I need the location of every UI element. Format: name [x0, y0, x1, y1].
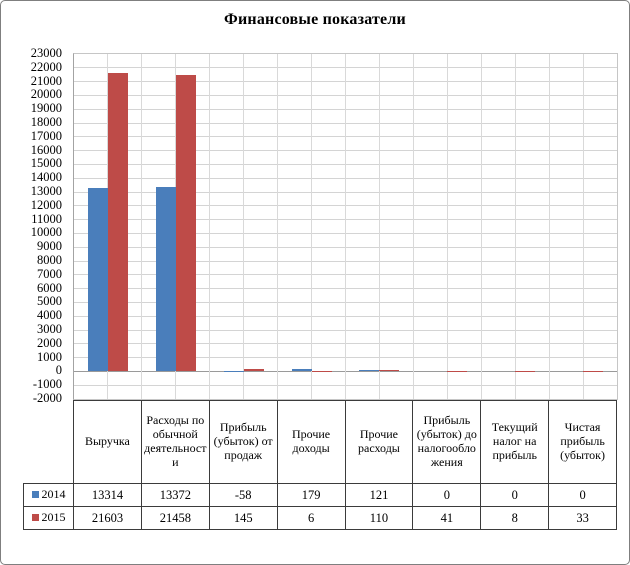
- y-axis-tick-label: 2000: [37, 335, 62, 350]
- category-header-cell: Прибыль (убыток) от продаж: [208, 400, 278, 484]
- vertical-gridline: [311, 54, 313, 399]
- vertical-gridline: [446, 54, 448, 399]
- value-cell: 21458: [140, 506, 210, 530]
- bar-2015-cat7: [515, 371, 536, 372]
- value-cell: 41: [412, 506, 482, 530]
- value-cell: 33: [548, 506, 617, 530]
- category-header-cell: Прочие расходы: [344, 400, 414, 484]
- bar-2015-cat8: [583, 370, 604, 372]
- category-header-cell: Прочие доходы: [276, 400, 346, 484]
- value-cell: 179: [276, 483, 346, 507]
- bar-2014-cat1: [87, 187, 108, 372]
- y-axis-tick-label: 17000: [30, 128, 62, 143]
- bar-2015-cat4: [311, 371, 332, 372]
- category-header-cell: Прибыль (убыток) до налогообложения: [412, 400, 482, 484]
- vertical-gridline: [141, 54, 143, 399]
- y-axis-tick-label: 23000: [30, 46, 62, 60]
- vertical-gridline: [378, 54, 380, 399]
- vertical-gridline: [548, 54, 550, 399]
- y-axis-tick-label: 18000: [30, 115, 62, 129]
- y-axis-tick-label: 21000: [30, 73, 62, 88]
- vertical-gridline: [243, 54, 245, 399]
- y-axis-tick-label: 10000: [30, 225, 62, 240]
- value-cell: 8: [480, 506, 550, 530]
- vertical-gridline: [582, 54, 584, 399]
- y-axis-tick-label: 14000: [30, 170, 62, 185]
- y-axis-tick-label: -2000: [32, 391, 62, 405]
- y-axis-tick-label: 8000: [37, 253, 62, 267]
- bar-2014-cat4: [291, 368, 312, 372]
- value-cell: 110: [344, 506, 414, 530]
- bar-2015-cat5: [379, 369, 400, 372]
- vertical-gridline: [514, 54, 516, 399]
- y-axis-tick-label: 7000: [37, 266, 62, 281]
- bar-2014-cat2: [155, 186, 176, 372]
- legend-swatch-icon: [31, 491, 39, 499]
- legend-cell-2015: 2015: [23, 506, 74, 530]
- y-axis-tick-label: 4000: [37, 308, 62, 323]
- bar-2014-cat3: [223, 371, 244, 373]
- y-axis-tick-label: 1000: [37, 349, 62, 364]
- bar-2015-cat2: [175, 75, 196, 372]
- y-axis-tick-label: 16000: [30, 142, 62, 157]
- vertical-gridline: [412, 54, 414, 399]
- vertical-gridline: [345, 54, 346, 399]
- y-axis-tick-label: 5000: [37, 294, 62, 309]
- category-header-cell: Текущий налог на прибыль: [480, 400, 550, 484]
- y-axis-tick-label: 9000: [37, 239, 62, 254]
- vertical-gridline: [277, 54, 279, 399]
- y-axis-tick-label: 0: [55, 363, 62, 378]
- table-row-2014: 2014 13314 13372 -58 179 121 0 0 0: [23, 483, 617, 507]
- chart-title: Финансовые показатели: [224, 11, 406, 28]
- y-axis-tick-label: 12000: [30, 197, 62, 212]
- y-axis-tick-label: 19000: [30, 101, 62, 116]
- series-name: 2015: [41, 510, 66, 525]
- table-corner-cell: [24, 401, 74, 484]
- value-cell: 0: [548, 483, 617, 507]
- legend-cell-2014: 2014: [23, 483, 74, 507]
- bar-2015-cat3: [243, 369, 264, 372]
- y-axis-tick-label: 3000: [37, 322, 62, 336]
- vertical-gridline: [209, 54, 211, 399]
- value-cell: 13314: [73, 483, 142, 507]
- category-header-cell: Выручка: [73, 400, 142, 484]
- vertical-gridline: [480, 54, 482, 399]
- bar-2014-cat5: [359, 369, 380, 372]
- value-cell: 13372: [140, 483, 210, 507]
- y-axis-tick-label: 15000: [30, 156, 62, 171]
- value-cell: 145: [208, 506, 278, 530]
- value-cell: 6: [276, 506, 346, 530]
- y-axis-tick-label: 6000: [37, 280, 62, 295]
- category-header-cell: Чистая прибыль (убыток): [548, 400, 617, 484]
- y-axis-tick-label: 20000: [30, 87, 62, 102]
- y-axis: 23000 22000 21000 20000 19000 18000 17000 16000…: [1, 46, 67, 405]
- bar-2015-cat1: [107, 73, 128, 372]
- data-table: Выручка Расходы по обычной деятельности Пр…: [23, 400, 617, 530]
- y-axis-tick-label: 22000: [30, 59, 62, 74]
- value-cell: -58: [208, 483, 278, 507]
- value-cell: 21603: [73, 506, 142, 530]
- y-axis-tick-label: -1000: [32, 377, 62, 392]
- legend-swatch-icon: [31, 514, 39, 522]
- value-cell: 0: [480, 483, 550, 507]
- table-row-2015: 2015 21603 21458 145 6 110 41 8 33: [23, 506, 617, 530]
- y-axis-tick-label: 11000: [31, 211, 62, 226]
- plot-area: [73, 53, 618, 400]
- category-header-cell: Расходы по обычной деятельности: [140, 400, 210, 484]
- value-cell: 0: [412, 483, 482, 507]
- y-axis-tick-label: 13000: [30, 184, 62, 198]
- value-cell: 121: [344, 483, 414, 507]
- series-name: 2014: [41, 487, 66, 502]
- bar-2015-cat6: [447, 370, 468, 372]
